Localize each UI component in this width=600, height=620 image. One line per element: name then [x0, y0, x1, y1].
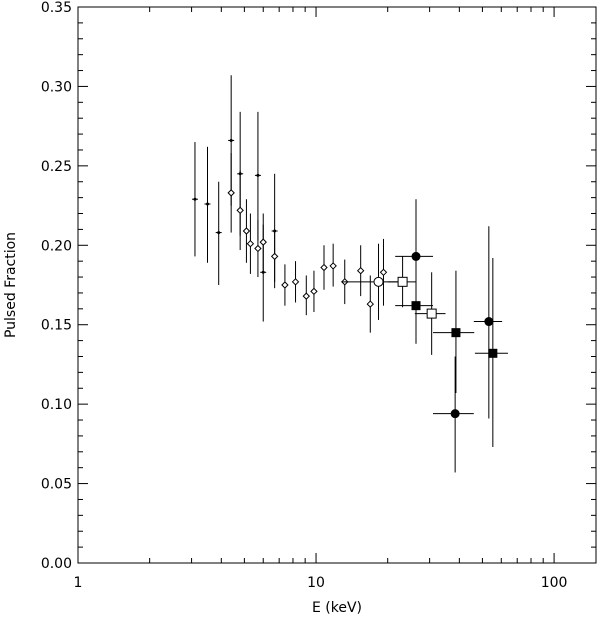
data-point-filled-square — [451, 328, 461, 338]
y-tick-label: 0.30 — [41, 79, 72, 95]
data-point-diamond — [329, 262, 337, 270]
data-point-diamond — [246, 239, 255, 248]
data-point-diamond — [302, 292, 310, 300]
data-point-dot — [261, 270, 265, 274]
data-point-filled-square — [488, 348, 498, 358]
data-point-diamond — [242, 227, 251, 235]
x-tick-label: 10 — [307, 575, 325, 591]
data-point-open-square — [397, 276, 408, 287]
data-point-diamond — [320, 263, 328, 272]
data-point-diamond — [227, 189, 235, 197]
data-point-diamond — [366, 300, 374, 308]
data-point-filled-square — [411, 301, 421, 311]
data-point-diamond — [236, 206, 244, 215]
y-tick-label: 0.05 — [41, 477, 72, 493]
data-point-diamond — [281, 281, 289, 289]
data-point-diamond — [254, 244, 262, 253]
plot-frame — [77, 6, 597, 564]
y-tick-label: 0.20 — [41, 238, 72, 254]
data-point-open-circle — [373, 276, 384, 287]
data-point-filled-circle — [484, 317, 494, 327]
axis-ticks: 0.00 0.05 0.10 0.15 0.20 0.25 0.30 0.35 1 10 100 — [41, 0, 596, 591]
data-point-open-square — [426, 308, 437, 319]
data-point-diamond — [356, 266, 365, 275]
data-point-dot — [256, 173, 260, 177]
data-point-diamond — [259, 238, 267, 246]
data-point-diamond — [379, 268, 388, 276]
data-point-filled-circle — [450, 409, 460, 419]
data-point-dot — [206, 202, 210, 206]
y-tick-label: 0.10 — [41, 397, 72, 413]
data-marks — [191, 75, 508, 473]
y-tick-label: 0.15 — [41, 318, 72, 334]
data-point-diamond — [291, 278, 300, 286]
data-point-dot — [229, 138, 233, 142]
y-tick-label: 0.35 — [41, 0, 72, 16]
data-point-diamond — [270, 252, 279, 261]
data-point-filled-circle — [411, 251, 421, 261]
x-tick-label: 1 — [74, 575, 83, 591]
data-point-dot — [217, 231, 221, 235]
y-tick-label: 0.00 — [41, 556, 72, 572]
data-point-diamond — [310, 287, 318, 296]
y-tick-label: 0.25 — [41, 159, 72, 175]
x-tick-label: 100 — [541, 575, 568, 591]
data-point-dot — [193, 197, 197, 201]
x-axis-title: E (keV) — [312, 600, 362, 616]
y-axis-title: Pulsed Fraction — [3, 232, 19, 338]
